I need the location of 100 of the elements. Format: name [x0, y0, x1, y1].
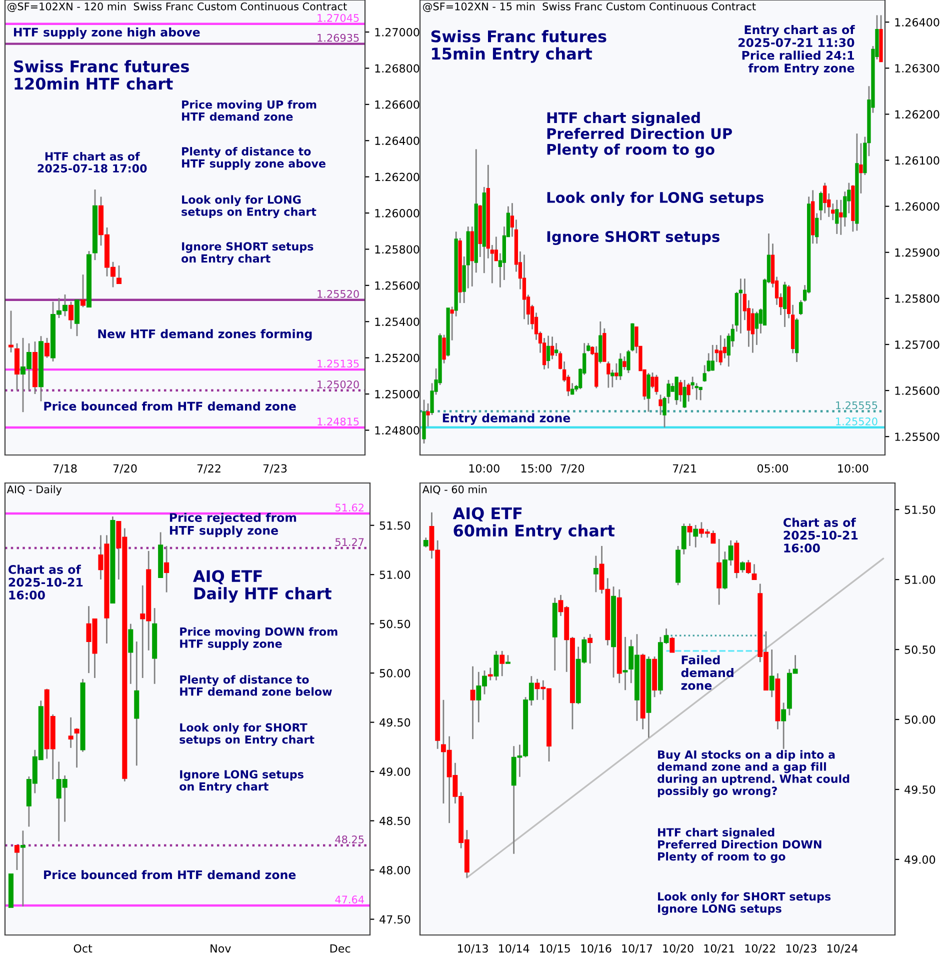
x-tick-label: Oct: [74, 944, 92, 953]
annotation: Look only for SHORT setups on Entry chart: [180, 723, 314, 746]
annotation: AIQ ETF 60min Entry chart: [452, 507, 615, 540]
y-tick-label: 51.50: [904, 506, 936, 514]
candlestick: [20, 830, 26, 908]
y-tick-label: 1.26000: [375, 208, 420, 218]
y-tick-label: 1.25800: [895, 294, 940, 303]
candlestick: [622, 356, 626, 370]
y-tick-label: 49.00: [380, 768, 410, 776]
y-tick-label: 1.25500: [895, 432, 940, 441]
candlestick: [693, 524, 698, 548]
candlestick: [798, 300, 803, 316]
x-tick-label: 7/20: [560, 464, 584, 474]
annotation: Look only for SHORT setups Ignore LONG setups: [658, 892, 831, 916]
candlestick: [782, 281, 787, 328]
y-tick-label: 1.26200: [895, 110, 940, 119]
candlestick: [546, 335, 550, 370]
candlestick: [614, 362, 618, 381]
ref-line-label: 48.25: [335, 835, 364, 844]
candlestick: [702, 364, 706, 382]
candlestick: [470, 666, 476, 740]
annotation: Chart as of 2025-10-21 16:00: [783, 518, 858, 552]
candlestick: [593, 555, 598, 593]
y-tick-label: 1.25400: [375, 318, 420, 326]
y-tick-label: 49.00: [904, 855, 936, 864]
ref-line-label: 1.25520: [318, 290, 359, 298]
candlestick: [835, 199, 839, 235]
y-tick-label: 1.24800: [375, 426, 420, 435]
candlestick: [646, 372, 650, 412]
x-tick-label: 10/21: [704, 944, 734, 954]
candlestick: [74, 728, 80, 768]
candlestick: [746, 559, 751, 575]
y-tick-label: 1.26000: [895, 202, 940, 211]
x-tick-label: 10/22: [745, 944, 776, 954]
x-tick-label: 7/20: [113, 464, 137, 474]
candlestick: [442, 334, 446, 364]
annotation: Price moving DOWN from HTF supply zone: [180, 627, 338, 650]
ref-line-label: 51.27: [336, 538, 364, 546]
ref-line-label: 1.26935: [318, 34, 359, 42]
y-tick-label: 49.50: [380, 718, 410, 727]
x-tick-label: 7/18: [53, 464, 77, 474]
candlestick: [740, 560, 746, 574]
y-tick-label: 1.25700: [895, 340, 940, 349]
y-tick-label: 50.00: [380, 669, 410, 678]
ref-line-label: 1.24815: [318, 418, 359, 426]
candlestick: [622, 636, 628, 691]
annotation: HTF supply zone high above: [14, 27, 200, 39]
ref-line-label: 1.25520: [836, 417, 878, 426]
candlestick: [68, 716, 74, 749]
annotation: Price bounced from HTF demand zone: [44, 870, 296, 880]
ref-line-label: 1.25020: [318, 380, 359, 388]
candlestick: [68, 301, 74, 330]
y-tick-label: 49.50: [904, 785, 936, 794]
x-tick-label: 15:00: [521, 464, 552, 473]
candlestick: [658, 394, 662, 416]
candlestick: [718, 334, 722, 366]
candlestick: [588, 633, 593, 664]
y-tick-label: 1.25600: [895, 386, 940, 395]
candlestick: [128, 623, 134, 685]
annotation: Entry chart as of 2025-07-21 11:30 Price rallied 24:1 from Entry zone: [738, 25, 855, 75]
annotation: Price bounced from HTF demand zone: [44, 402, 296, 411]
candlestick: [710, 344, 714, 372]
annotation: Ignore SHORT setups: [547, 231, 720, 246]
y-tick-label: 1.26600: [375, 100, 420, 109]
candlestick: [754, 311, 759, 346]
annotation: Plenty of distance to HTF demand zone below: [180, 675, 332, 696]
candlestick: [738, 278, 743, 334]
y-tick-label: 1.27000: [375, 28, 420, 36]
chart-title: @SF=102XN - 15 min Swiss Franc Custom Continuous Contract: [423, 2, 756, 12]
y-tick-label: 1.26400: [895, 18, 940, 26]
annotation: Failed demand zone: [681, 655, 734, 690]
y-tick-label: 48.00: [380, 866, 410, 874]
candlestick: [682, 379, 686, 409]
candlestick: [423, 536, 428, 548]
x-tick-label: 05:00: [757, 464, 788, 473]
candlestick: [687, 522, 692, 547]
x-tick-label: 7/22: [197, 464, 220, 474]
annotation: Price moving UP from HTF demand zone: [182, 100, 316, 121]
y-tick-label: 1.26100: [895, 156, 940, 165]
annotation: New HTF demand zones forming: [98, 329, 312, 341]
annotation: HTF chart signaled Preferred Direction UP Plenty of room to go: [547, 112, 732, 158]
x-tick-label: 10/16: [581, 944, 612, 954]
candlestick: [80, 274, 86, 308]
ref-line-label: 1.25135: [318, 360, 359, 368]
candlestick: [670, 636, 675, 654]
annotation: Plenty of distance to HTF supply zone above: [182, 146, 326, 170]
candlestick: [488, 667, 493, 682]
annotation: Look only for LONG setups: [547, 192, 764, 206]
x-tick-label: Dec: [330, 944, 350, 953]
candlestick: [14, 844, 20, 871]
x-tick-label: 10/15: [540, 944, 570, 954]
chart-title: @SF=102XN - 120 min Swiss Franc Custom Continuous Contract: [7, 2, 347, 12]
candlestick: [650, 372, 654, 389]
annotation: Ignore LONG setups on Entry chart: [180, 770, 304, 793]
x-tick-label: 10/14: [499, 944, 530, 954]
x-tick-label: 10/13: [458, 944, 488, 954]
ref-line-label: 1.25555: [836, 401, 878, 410]
y-tick-label: 50.00: [904, 715, 936, 724]
chart-title: AIQ - 60 min: [422, 485, 486, 495]
ref-line-label: 51.62: [336, 504, 364, 512]
